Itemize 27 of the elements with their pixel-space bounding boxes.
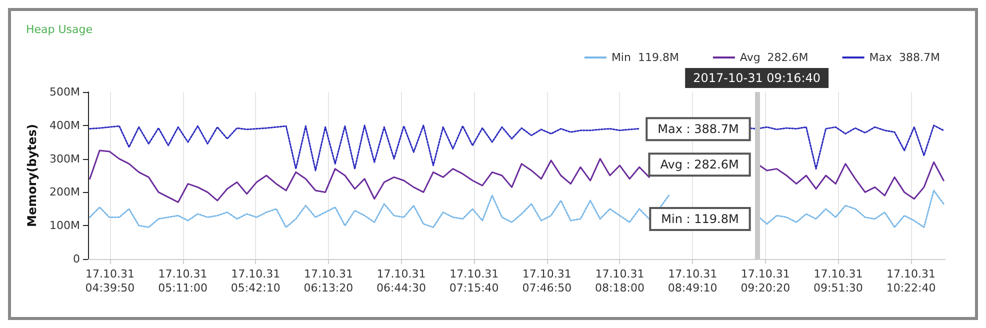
x-tick-label: 17.10.31 04:39:50 [85, 268, 135, 294]
y-tick-label: 0 [73, 252, 80, 266]
x-tick-label: 17.10.31 08:49:10 [668, 268, 718, 294]
x-tick-label: 17.10.31 07:46:50 [522, 268, 572, 294]
x-tick-label: 17.10.31 09:20:20 [740, 268, 790, 294]
annotation: Min : 119.8M [661, 212, 739, 226]
x-tick-label: 17.10.31 08:18:00 [595, 268, 644, 294]
x-tick-label: 17.10.31 09:51:30 [814, 268, 863, 294]
legend-label: Avg 282.6M [740, 51, 808, 64]
x-tick-label: 17.10.31 05:11:00 [158, 268, 208, 294]
legend-label: Max 388.7M [869, 51, 940, 64]
x-tick-label: 17.10.31 06:13:20 [304, 268, 354, 294]
x-tick-label: 17.10.31 07:15:40 [449, 268, 499, 294]
x-tick-label: 17.10.31 06:44:30 [376, 268, 426, 294]
annotation: Max : 388.7M [658, 122, 739, 136]
ref-line-label: 2017-10-31 09:16:40 [693, 71, 821, 85]
y-tick-label: 200M [50, 186, 80, 199]
x-tick-label: 17.10.31 10:22:40 [886, 268, 936, 294]
x-tick-label: 17.10.31 05:42:10 [230, 268, 280, 294]
y-tick-label: 500M [50, 86, 80, 98]
y-tick-label: 100M [50, 219, 80, 232]
y-axis-title: Memory(bytes) [25, 124, 39, 227]
y-tick-label: 400M [50, 118, 80, 132]
legend-label: Min 119.8M [611, 51, 679, 64]
annotation: Avg : 282.6M [660, 158, 739, 172]
chart-title: Heap Usage [26, 23, 93, 36]
y-tick-label: 300M [50, 152, 80, 166]
